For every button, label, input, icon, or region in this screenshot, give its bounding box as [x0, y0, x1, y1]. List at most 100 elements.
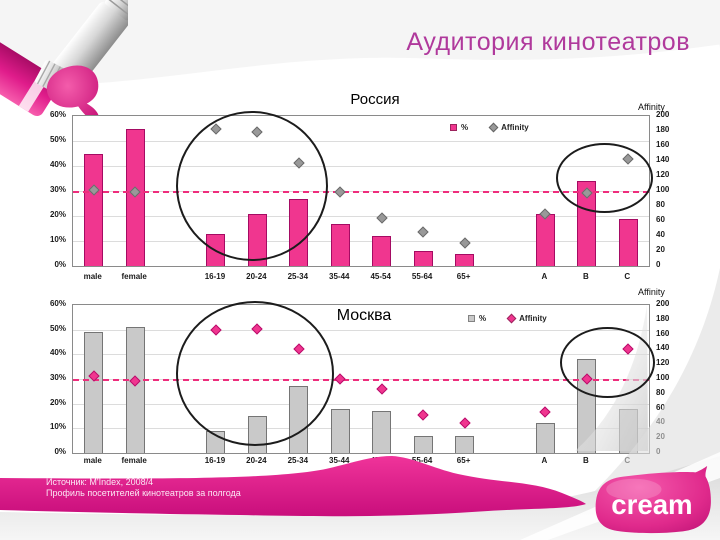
gridline — [73, 354, 649, 356]
source-note: Источник: M'Index, 2008/4 Профиль посети… — [46, 477, 241, 499]
affinity-tick-label: 20 — [656, 245, 665, 254]
source-line-2: Профиль посетителей кинотеатров за полго… — [46, 488, 241, 498]
affinity-tick-label: 0 — [656, 447, 661, 456]
affinity-tick-label: 0 — [656, 260, 661, 269]
affinity-tick-label: 60 — [656, 402, 665, 412]
affinity-point-45-54 — [376, 383, 388, 396]
cream-logo: cream — [595, 466, 711, 534]
legend-marker-diamond — [506, 313, 517, 324]
affinity-tick-label: 40 — [656, 417, 665, 427]
y-axis-tick-label: 20% — [49, 397, 66, 407]
bar-35-44 — [330, 408, 350, 453]
bar-C — [618, 408, 638, 453]
legend-label: Affinity — [519, 314, 547, 323]
moscow-chart-plot — [72, 304, 650, 454]
y-axis-tick-label: 20% — [49, 210, 66, 219]
gridline — [73, 216, 649, 217]
chart-title-russia: Россия — [350, 91, 400, 108]
legend-item: % — [450, 123, 468, 132]
paint-tube-image — [0, 0, 128, 124]
moscow-chart-legend: % Affinity — [468, 313, 547, 324]
x-axis-category-label: 25-34 — [287, 272, 309, 281]
x-axis-category-label: male — [83, 272, 102, 281]
bar-A — [535, 213, 555, 266]
silver-tube — [40, 0, 128, 103]
gridline — [73, 241, 649, 242]
y-axis-tick-label: 0% — [54, 447, 66, 456]
x-axis-category-label: 35-44 — [329, 272, 350, 281]
x-axis-category-label: 65+ — [456, 456, 471, 465]
legend-marker-square — [450, 124, 457, 131]
legend-item: Affinity — [506, 313, 547, 324]
reference-line-affinity-100 — [73, 379, 649, 381]
gridline — [73, 329, 649, 331]
reference-line-affinity-100 — [73, 191, 649, 193]
tube-neck — [35, 60, 70, 95]
affinity-tick-label: 180 — [656, 313, 670, 323]
x-axis-category-label: female — [121, 272, 147, 281]
legend-label: % — [461, 123, 469, 132]
bar-female — [125, 327, 145, 453]
legend-item: Affinity — [488, 122, 529, 133]
y-axis-tick-label: 60% — [49, 299, 66, 308]
affinity-point-55-64 — [417, 408, 429, 421]
bar-male — [84, 332, 104, 453]
x-axis-category-label: 65+ — [456, 272, 471, 281]
highlight-ellipse-russia-income — [556, 143, 653, 213]
affinity-tick-label: 140 — [656, 343, 670, 353]
affinity-tick-label: 100 — [656, 185, 670, 194]
y-axis-tick-label: 0% — [54, 260, 66, 269]
bar-45-54 — [372, 236, 392, 266]
affinity-tick-label: 40 — [656, 230, 665, 239]
legend-item: % — [468, 314, 486, 323]
bar-65+ — [455, 435, 475, 453]
bar-male — [84, 153, 104, 266]
y-axis-tick-label: 40% — [49, 160, 66, 169]
y-axis-tick-label: 50% — [49, 135, 66, 144]
x-axis-category-label: A — [541, 272, 548, 281]
legend-marker-diamond — [488, 122, 499, 133]
source-line-1: Источник: M'Index, 2008/4 — [46, 477, 154, 487]
gridline — [73, 403, 649, 405]
x-axis-category-label: 45-54 — [370, 272, 391, 281]
bar-C — [618, 218, 638, 266]
right-axis-title-moscow: Affinity — [638, 287, 665, 297]
affinity-point-45-54 — [376, 212, 388, 224]
cream-logo-text: cream — [611, 489, 692, 520]
y-axis-tick-label: 10% — [49, 422, 66, 432]
bar-A — [535, 423, 555, 453]
affinity-tick-label: 160 — [656, 140, 670, 149]
x-axis-category-label: C — [624, 272, 631, 281]
affinity-tick-label: 200 — [656, 110, 670, 119]
y-axis-tick-label: 30% — [49, 373, 66, 382]
x-axis-category-label: 16-19 — [204, 272, 226, 281]
y-axis-tick-label: 50% — [49, 323, 66, 333]
x-axis-category-label: 55-64 — [411, 272, 433, 281]
highlight-ellipse-moscow-youth — [176, 301, 334, 446]
affinity-tick-label: 180 — [656, 125, 670, 134]
gridline — [73, 141, 649, 142]
affinity-point-55-64 — [417, 226, 429, 238]
affinity-tick-label: 80 — [656, 387, 665, 397]
affinity-point-35-44 — [334, 186, 346, 198]
affinity-tick-label: 80 — [656, 200, 665, 209]
y-axis-tick-label: 40% — [49, 348, 66, 358]
affinity-point-A — [539, 405, 552, 418]
x-axis-category-label: 20-24 — [246, 272, 267, 281]
affinity-point-65+ — [458, 237, 471, 249]
highlight-ellipse-russia-youth — [176, 111, 328, 261]
affinity-tick-label: 100 — [656, 373, 670, 382]
affinity-tick-label: 20 — [656, 432, 665, 442]
gridline — [73, 428, 649, 430]
legend-label: % — [479, 314, 487, 323]
y-axis-tick-label: 10% — [49, 235, 66, 244]
x-axis-category-label: C — [624, 456, 631, 465]
gridline — [73, 166, 649, 167]
magenta-tube — [0, 37, 60, 117]
bar-45-54 — [372, 411, 392, 453]
y-axis-tick-label: 60% — [49, 110, 66, 119]
chart-title-moscow: Москва — [336, 307, 392, 324]
bar-35-44 — [330, 223, 350, 266]
affinity-tick-label: 120 — [656, 170, 670, 179]
